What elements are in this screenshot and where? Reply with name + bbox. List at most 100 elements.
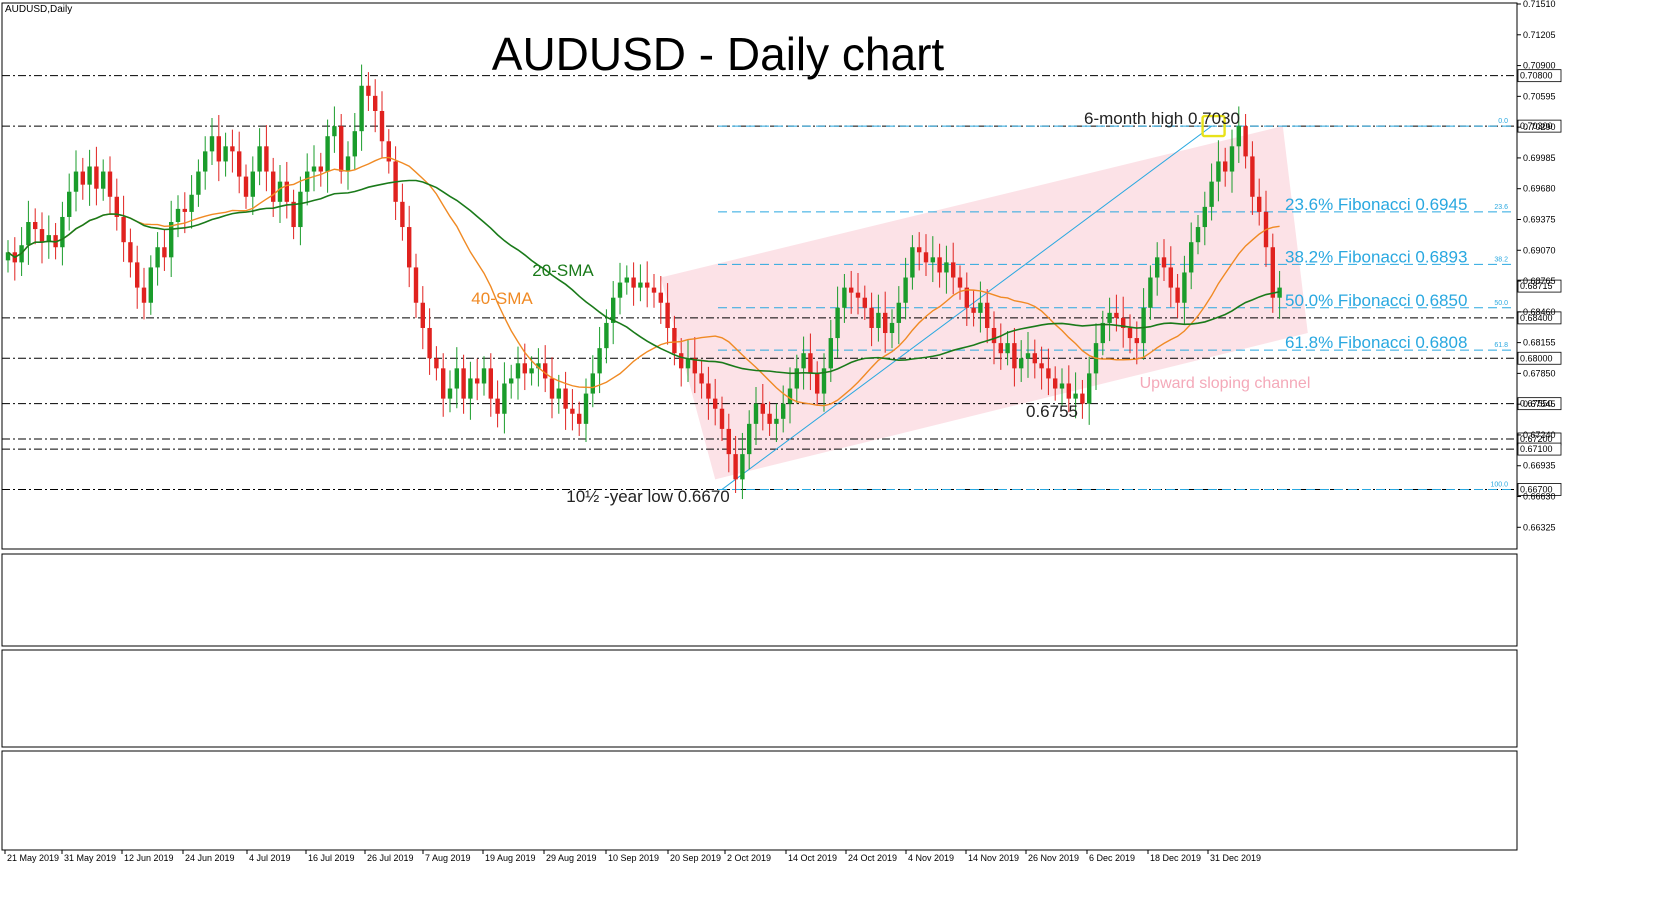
candle-body (1073, 393, 1078, 399)
candle-body (209, 136, 215, 152)
candle-body (923, 252, 929, 263)
candle-body (332, 126, 337, 137)
candle-body (447, 388, 453, 399)
candle-body (515, 363, 521, 379)
candle-body (760, 403, 765, 414)
candle-body (162, 247, 167, 258)
candle-body (128, 242, 133, 263)
level-price-box (1517, 119, 1562, 133)
candle-body (998, 343, 1003, 354)
candle-body (39, 229, 45, 243)
candle-body (250, 171, 255, 197)
candle-body (243, 176, 249, 197)
level-price-label: 0.68000 (1520, 353, 1553, 363)
fib-level-label: 0.0 (1498, 118, 1508, 125)
candle-body (264, 146, 269, 172)
level-price-box (1517, 351, 1562, 365)
candle-body (1189, 242, 1194, 273)
candle-body (1148, 277, 1153, 308)
candle-body (1019, 358, 1024, 369)
candle-body (291, 201, 296, 228)
fib-annotation: 50.0% Fibonacci 0.6850 (1285, 291, 1467, 310)
candle-body (379, 110, 385, 142)
candle-body (1066, 383, 1071, 399)
candle-body (46, 235, 51, 243)
candle-body (1182, 272, 1187, 303)
candle-body (957, 277, 963, 288)
candle-body (1121, 317, 1126, 328)
candle-body (461, 368, 466, 399)
candle-body (638, 282, 643, 288)
candle-body (556, 388, 561, 399)
level-price-label: 0.66700 (1520, 484, 1553, 494)
candle-body (1046, 368, 1051, 379)
current-price-label: 0.68715 (1520, 281, 1553, 291)
candle-body (787, 388, 793, 404)
candle-body (223, 146, 228, 162)
level-price-label: 0.68400 (1520, 313, 1553, 323)
candle-body (522, 363, 527, 374)
candle-body (617, 282, 623, 298)
symbol-label: AUDUSD,Daily (5, 4, 72, 15)
candle-body (352, 131, 357, 157)
candle-body (1032, 353, 1037, 364)
candle-body (713, 398, 718, 409)
candle-body (753, 403, 759, 424)
candle-body (155, 247, 160, 268)
x-tick-label: 12 Jun 2019 (124, 853, 174, 863)
candle-body (107, 171, 113, 197)
candle-body (1202, 206, 1207, 228)
level-price-box (1517, 69, 1562, 83)
candle-body (876, 312, 881, 328)
candle-body (271, 171, 276, 202)
high-highlight-box (1201, 114, 1226, 138)
candle-body (549, 378, 555, 399)
candle-body (951, 262, 956, 278)
panel-frame-1 (1, 553, 1518, 647)
candle-body (978, 302, 983, 313)
candle-body (1161, 257, 1167, 268)
y-tick-label: 0.67850 (1523, 368, 1556, 378)
candle-body (1243, 126, 1248, 157)
candle-body (624, 277, 629, 283)
candle-body (427, 327, 432, 359)
candle-body (1059, 383, 1065, 389)
y-tick-label: 0.69680 (1523, 184, 1556, 194)
fib-annotation: 23.6% Fibonacci 0.6945 (1285, 195, 1467, 214)
candle-body (991, 327, 997, 344)
candle-body (1277, 287, 1282, 298)
candle-body (169, 222, 174, 258)
x-tick-label: 29 Aug 2019 (546, 853, 597, 863)
y-tick-label: 0.71205 (1523, 30, 1556, 40)
candle-body (719, 408, 725, 429)
fib-level-label: 23.6 (1494, 204, 1508, 211)
candle-body (1216, 161, 1221, 182)
candle-body (849, 287, 854, 293)
x-tick-label: 7 Aug 2019 (425, 853, 471, 863)
candle-body (910, 247, 915, 278)
candle-body (305, 171, 310, 192)
x-tick-label: 26 Nov 2019 (1028, 853, 1079, 863)
candle-body (454, 368, 459, 389)
candle-body (94, 166, 99, 189)
candle-body (1209, 181, 1214, 207)
candle-body (216, 136, 221, 162)
fib-level-label: 61.8 (1494, 342, 1508, 349)
candle-body (400, 201, 405, 228)
x-tick-label: 14 Nov 2019 (968, 853, 1019, 863)
x-tick-label: 2 Oct 2019 (727, 853, 771, 863)
candle-body (495, 398, 500, 414)
candle-body (325, 136, 330, 172)
candle-body (835, 307, 840, 339)
candle-body (767, 413, 772, 424)
x-tick-label: 18 Dec 2019 (1150, 853, 1201, 863)
candle-body (468, 378, 473, 399)
y-tick-label: 0.67545 (1523, 399, 1556, 409)
candle-body (80, 171, 85, 185)
candle-body (121, 216, 126, 243)
candle-body (658, 292, 663, 303)
candle-body (413, 267, 419, 303)
candle-body (1175, 287, 1180, 303)
candle-body (903, 277, 908, 303)
